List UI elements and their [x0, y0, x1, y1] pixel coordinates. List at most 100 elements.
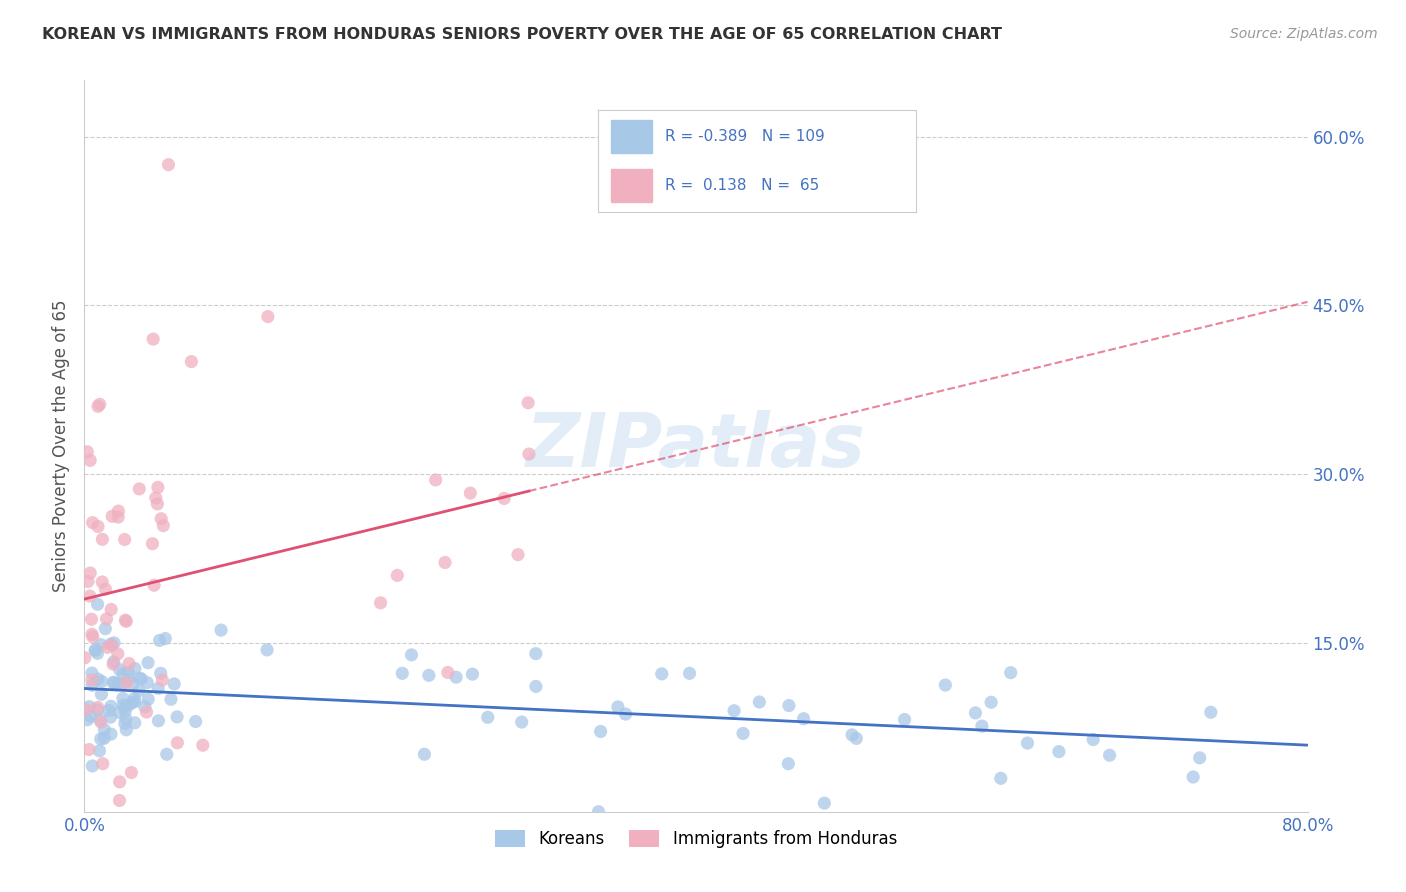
Point [166, 710, 188, 724]
Point [114, 533, 136, 547]
Point [89, 397, 111, 411]
Point [75, 703, 97, 717]
Point [94, 622, 117, 636]
Point [1199, 706, 1222, 720]
Point [108, 775, 131, 789]
Point [90, 638, 112, 652]
Point [793, 712, 815, 726]
Point [107, 504, 129, 518]
Point [136, 675, 159, 690]
Point [813, 796, 835, 810]
Point [117, 665, 139, 680]
Point [79, 566, 101, 580]
Point [651, 666, 673, 681]
Point [370, 596, 392, 610]
Point [146, 480, 169, 494]
Point [434, 556, 457, 570]
Point [86, 703, 108, 717]
Point [87, 672, 110, 686]
Point [76, 713, 98, 727]
Point [128, 482, 150, 496]
Point [87, 700, 110, 714]
Point [678, 666, 700, 681]
Point [589, 724, 612, 739]
Point [114, 613, 136, 627]
Point [148, 633, 170, 648]
Point [778, 698, 800, 713]
Point [79, 453, 101, 467]
Point [101, 638, 124, 652]
Point [87, 519, 110, 533]
Point [256, 643, 278, 657]
Point [118, 672, 141, 686]
Point [136, 692, 159, 706]
Point [103, 655, 125, 669]
Point [115, 675, 138, 690]
Point [156, 747, 179, 762]
Point [80, 627, 103, 641]
Point [76, 444, 98, 458]
Point [91, 756, 114, 771]
Point [209, 623, 232, 637]
Point [461, 667, 484, 681]
Point [121, 695, 143, 709]
Text: KOREAN VS IMMIGRANTS FROM HONDURAS SENIORS POVERTY OVER THE AGE OF 65 CORRELATIO: KOREAN VS IMMIGRANTS FROM HONDURAS SENIO… [42, 27, 1002, 42]
Point [413, 747, 436, 762]
Point [150, 512, 173, 526]
Point [111, 698, 134, 713]
Point [990, 772, 1012, 786]
Point [606, 700, 628, 714]
Point [1000, 665, 1022, 680]
Point [107, 510, 129, 524]
Point [89, 713, 111, 727]
Point [90, 715, 112, 730]
Point [96, 612, 118, 626]
Point [191, 738, 214, 752]
Point [87, 400, 110, 414]
Legend: Koreans, Immigrants from Honduras: Koreans, Immigrants from Honduras [488, 823, 904, 855]
Point [510, 714, 533, 729]
Text: Source: ZipAtlas.com: Source: ZipAtlas.com [1230, 27, 1378, 41]
Point [134, 699, 156, 714]
Point [103, 636, 125, 650]
Point [1083, 732, 1105, 747]
Point [143, 578, 166, 592]
Point [91, 574, 114, 589]
Point [101, 657, 124, 672]
Point [101, 509, 124, 524]
Point [841, 728, 863, 742]
Point [524, 647, 547, 661]
Point [128, 671, 150, 685]
Point [401, 648, 423, 662]
Text: ZIPatlas: ZIPatlas [526, 409, 866, 483]
Point [122, 691, 145, 706]
Point [90, 674, 112, 689]
Point [108, 793, 131, 807]
Point [128, 683, 150, 698]
Point [103, 675, 125, 690]
Point [114, 700, 136, 714]
Point [146, 497, 169, 511]
Point [108, 706, 131, 720]
Point [111, 667, 134, 681]
Point [118, 657, 141, 671]
Point [90, 731, 112, 746]
Point [82, 630, 104, 644]
Point [614, 707, 637, 722]
Point [418, 668, 440, 682]
Point [163, 677, 186, 691]
Point [149, 666, 172, 681]
Point [524, 680, 547, 694]
Point [1182, 770, 1205, 784]
Point [1098, 748, 1121, 763]
Point [517, 396, 540, 410]
Point [80, 666, 103, 681]
Point [460, 486, 482, 500]
Point [124, 715, 146, 730]
Point [77, 699, 100, 714]
Point [1047, 745, 1070, 759]
Point [115, 615, 138, 629]
Point [93, 731, 115, 746]
Point [1017, 736, 1039, 750]
Point [965, 706, 987, 720]
